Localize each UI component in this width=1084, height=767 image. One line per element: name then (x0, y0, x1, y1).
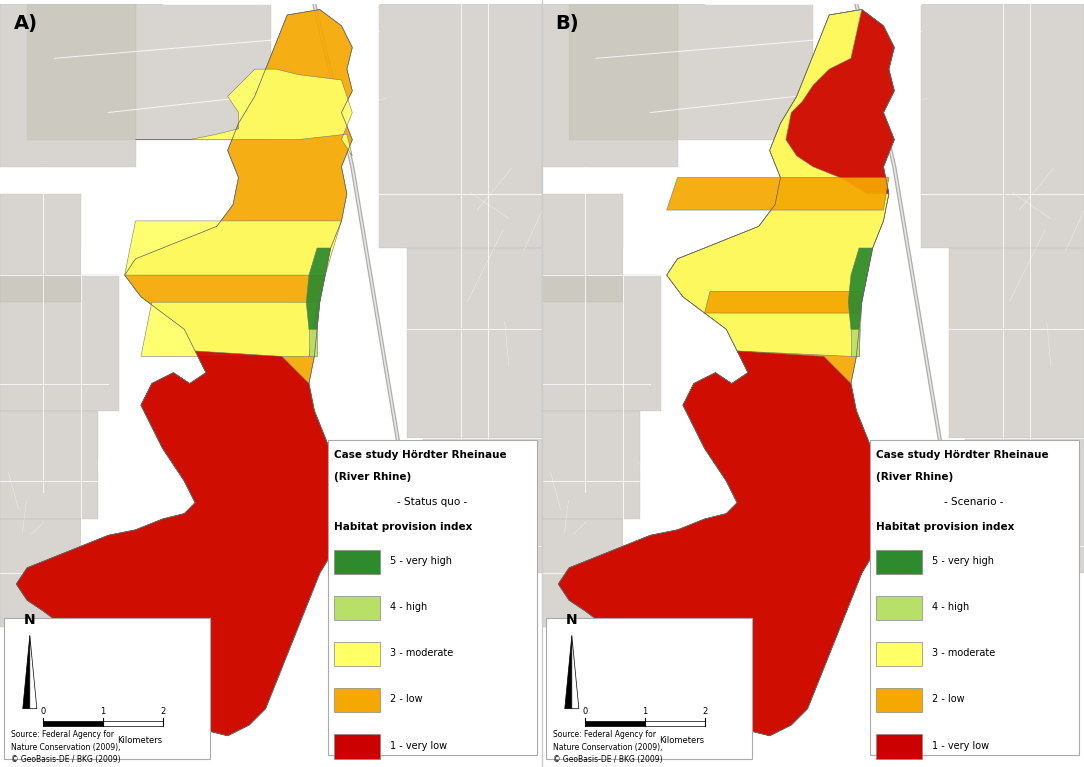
Text: (River Rhine): (River Rhine) (334, 472, 412, 482)
Bar (876, 734, 922, 759)
Text: 1: 1 (643, 706, 647, 716)
Bar (334, 688, 380, 713)
Bar (645, 721, 705, 726)
Polygon shape (786, 9, 894, 194)
Text: 1: 1 (101, 706, 105, 716)
Polygon shape (705, 291, 862, 313)
Polygon shape (667, 9, 894, 357)
Bar (542, 410, 640, 519)
Text: 2: 2 (702, 706, 707, 716)
Polygon shape (851, 329, 859, 357)
Polygon shape (125, 221, 341, 275)
Bar (0, 194, 81, 302)
Bar (542, 194, 623, 302)
Bar (27, 4, 271, 140)
Polygon shape (558, 9, 894, 736)
Text: 1 - very low: 1 - very low (390, 741, 448, 751)
Text: 1 - very low: 1 - very low (932, 741, 990, 751)
Polygon shape (572, 636, 579, 709)
Bar (0, 410, 98, 519)
Text: Habitat provision index: Habitat provision index (334, 522, 473, 532)
Polygon shape (848, 248, 873, 329)
Text: 5 - very high: 5 - very high (390, 556, 452, 566)
Polygon shape (667, 177, 889, 210)
Polygon shape (30, 636, 37, 709)
Bar (569, 4, 813, 140)
Polygon shape (16, 351, 341, 736)
FancyBboxPatch shape (4, 617, 210, 759)
Text: Case study Hördter Rheinaue: Case study Hördter Rheinaue (334, 450, 507, 460)
Text: 4 - high: 4 - high (932, 602, 969, 612)
Bar (876, 642, 922, 667)
Polygon shape (23, 636, 30, 709)
Text: Source: Federal Agency for
Nature Conservation (2009),
© GeoBasis-DE / BKG (2009: Source: Federal Agency for Nature Conser… (553, 730, 713, 767)
Bar (948, 248, 1084, 438)
Bar (334, 734, 380, 759)
Text: 2 - low: 2 - low (390, 694, 423, 704)
Text: 5 - very high: 5 - very high (932, 556, 994, 566)
Bar (0, 519, 81, 627)
Text: N: N (566, 614, 578, 627)
Polygon shape (309, 329, 317, 357)
Text: 2: 2 (160, 706, 165, 716)
Text: - Status quo -: - Status quo - (397, 497, 467, 507)
Bar (379, 4, 542, 248)
Polygon shape (565, 636, 572, 709)
Text: A): A) (13, 14, 38, 32)
Bar (876, 688, 922, 713)
Bar (0, 275, 119, 410)
Bar (0, 4, 136, 166)
Text: 4 - high: 4 - high (390, 602, 427, 612)
Polygon shape (16, 9, 352, 736)
Bar (43, 721, 103, 726)
Bar (334, 596, 380, 621)
Bar (334, 642, 380, 667)
Bar (103, 721, 163, 726)
Text: B): B) (555, 14, 579, 32)
Polygon shape (141, 302, 317, 357)
FancyBboxPatch shape (546, 617, 752, 759)
Text: Kilometers: Kilometers (659, 736, 705, 745)
Polygon shape (558, 351, 883, 736)
Text: 2 - low: 2 - low (932, 694, 965, 704)
Text: - Scenario -: - Scenario - (944, 497, 1004, 507)
FancyBboxPatch shape (327, 440, 537, 755)
Text: (River Rhine): (River Rhine) (876, 472, 954, 482)
FancyBboxPatch shape (870, 440, 1079, 755)
Text: Habitat provision index: Habitat provision index (876, 522, 1015, 532)
Bar (876, 596, 922, 621)
Bar (542, 4, 678, 166)
Polygon shape (136, 69, 352, 156)
Polygon shape (307, 248, 331, 329)
Bar (965, 438, 1084, 573)
Bar (542, 519, 623, 627)
Text: 0: 0 (41, 706, 46, 716)
Text: Kilometers: Kilometers (117, 736, 163, 745)
Text: Source: Federal Agency for
Nature Conservation (2009),
© GeoBasis-DE / BKG (2009: Source: Federal Agency for Nature Conser… (11, 730, 171, 767)
Bar (334, 550, 380, 574)
Text: N: N (24, 614, 36, 627)
Bar (921, 4, 1084, 248)
Bar (423, 438, 542, 573)
Bar (876, 550, 922, 574)
Text: 3 - moderate: 3 - moderate (390, 648, 453, 658)
Text: 0: 0 (583, 706, 588, 716)
Text: Case study Hördter Rheinaue: Case study Hördter Rheinaue (876, 450, 1049, 460)
Bar (542, 275, 661, 410)
Bar (585, 721, 645, 726)
Text: 3 - moderate: 3 - moderate (932, 648, 995, 658)
Bar (406, 248, 542, 438)
